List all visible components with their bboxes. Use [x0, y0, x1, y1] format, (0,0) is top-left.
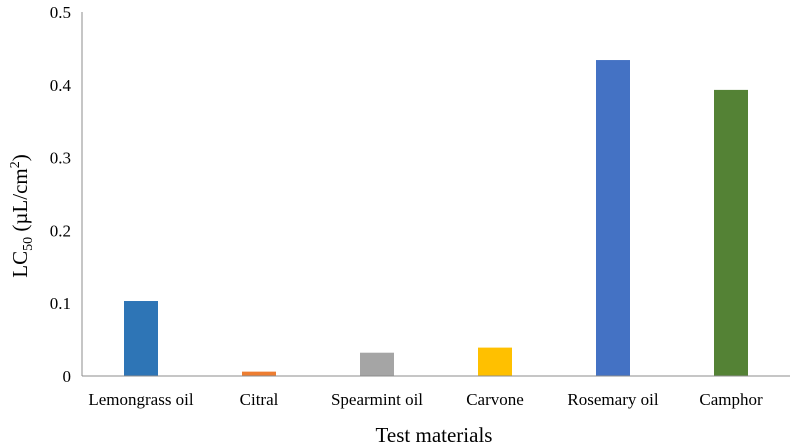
x-axis: Lemongrass oil Citral Spearmint oil Carvone… — [82, 375, 790, 409]
x-tick-label: Carvone — [466, 390, 524, 409]
bars — [124, 60, 748, 377]
y-axis: 0 0.1 0.2 0.3 0.4 0.5 — [50, 3, 83, 386]
bar — [360, 352, 394, 376]
x-tick-label: Lemongrass oil — [88, 390, 194, 409]
y-tick-label: 0.2 — [50, 221, 71, 240]
x-tick-label: Citral — [240, 390, 279, 409]
bar — [124, 301, 158, 376]
y-tick-label: 0.5 — [50, 3, 71, 22]
y-tick-label: 0.3 — [50, 149, 71, 168]
x-tick-label: Rosemary oil — [567, 390, 658, 409]
y-axis-title-superscript: 2 — [8, 161, 23, 168]
bar — [478, 347, 512, 376]
y-axis-title-subscript: 50 — [21, 237, 36, 251]
y-axis-title: LC50 (µL/cm2) — [8, 154, 36, 278]
bar — [596, 60, 630, 376]
bar — [242, 371, 276, 376]
x-axis-title: Test materials — [376, 423, 493, 447]
y-axis-title-unit: (µL/cm — [8, 168, 32, 237]
bar — [714, 89, 748, 377]
y-tick-label: 0.4 — [50, 76, 72, 95]
y-axis-title-base: LC — [8, 251, 32, 278]
y-axis-title-close: ) — [8, 154, 32, 161]
x-tick-label: Camphor — [699, 390, 763, 409]
y-tick-label: 0.1 — [50, 294, 71, 313]
y-tick-label: 0 — [63, 367, 72, 386]
x-tick-label: Spearmint oil — [331, 390, 423, 409]
